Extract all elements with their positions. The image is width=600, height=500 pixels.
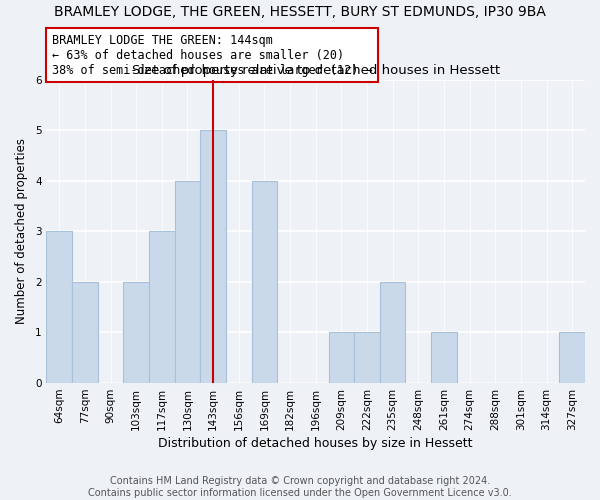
Text: BRAMLEY LODGE, THE GREEN, HESSETT, BURY ST EDMUNDS, IP30 9BA: BRAMLEY LODGE, THE GREEN, HESSETT, BURY … [54,5,546,19]
Bar [175,180,200,383]
Bar [559,332,585,383]
Bar [354,332,380,383]
Bar [431,332,457,383]
Bar [380,282,406,383]
Bar [149,232,175,383]
Bar [200,130,226,383]
Bar [329,332,354,383]
Bar [46,232,72,383]
Y-axis label: Number of detached properties: Number of detached properties [15,138,28,324]
Bar [72,282,98,383]
X-axis label: Distribution of detached houses by size in Hessett: Distribution of detached houses by size … [158,437,473,450]
Title: Size of property relative to detached houses in Hessett: Size of property relative to detached ho… [131,64,500,77]
Text: Contains HM Land Registry data © Crown copyright and database right 2024.
Contai: Contains HM Land Registry data © Crown c… [88,476,512,498]
Text: BRAMLEY LODGE THE GREEN: 144sqm
← 63% of detached houses are smaller (20)
38% of: BRAMLEY LODGE THE GREEN: 144sqm ← 63% of… [52,34,373,76]
Bar [251,180,277,383]
Bar [124,282,149,383]
